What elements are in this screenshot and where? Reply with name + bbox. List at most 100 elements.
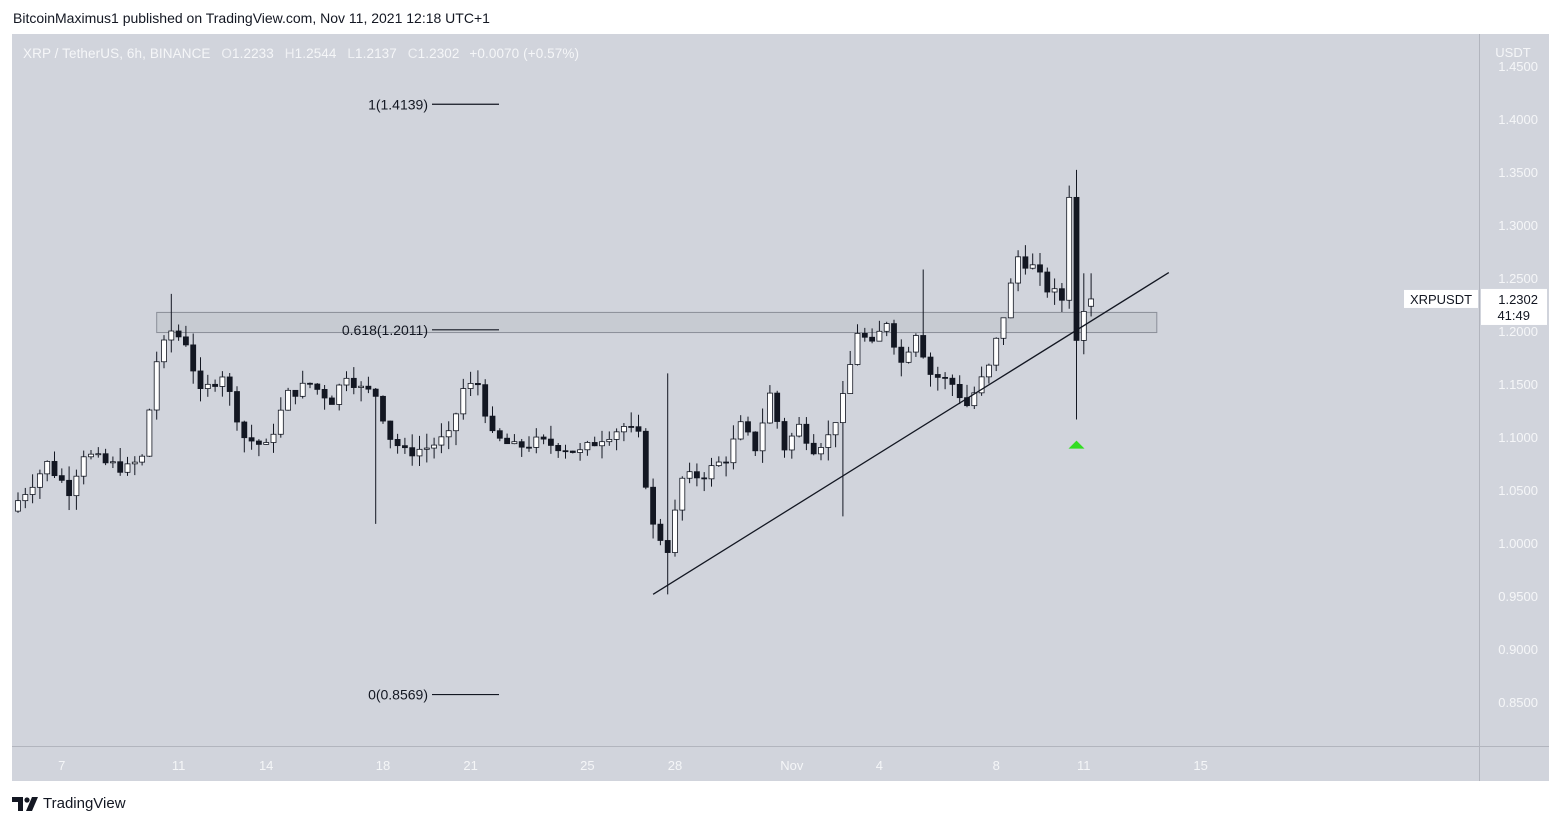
candle — [898, 339, 905, 377]
candle — [694, 463, 700, 487]
candle — [672, 499, 678, 557]
candle-body — [883, 323, 890, 332]
candle — [460, 378, 467, 420]
candle-body — [694, 471, 700, 479]
candle — [66, 466, 72, 511]
candle — [526, 436, 532, 452]
candle-body — [314, 383, 321, 390]
candle — [467, 371, 474, 397]
candle-body — [686, 471, 693, 479]
price-axis-label: 1.1500 — [1498, 377, 1538, 392]
candle — [307, 382, 313, 389]
candle-body — [482, 384, 489, 417]
candle-body — [190, 344, 197, 372]
axis-corner — [1479, 746, 1549, 781]
price-axis-label: 0.8500 — [1498, 695, 1538, 710]
candle — [752, 431, 759, 457]
candle — [29, 474, 36, 504]
publisher-caption: BitcoinMaximus1 published on TradingView… — [13, 10, 490, 26]
candle — [591, 436, 598, 447]
candle — [328, 395, 335, 405]
candle-body — [905, 351, 912, 363]
candle — [723, 456, 729, 477]
candle — [226, 373, 233, 406]
candle — [22, 487, 29, 509]
candle-body — [978, 376, 985, 394]
candle-body — [394, 439, 401, 447]
candle — [175, 324, 182, 341]
candle-body — [95, 453, 102, 456]
open-label: O — [221, 46, 232, 61]
candle — [832, 422, 839, 448]
candle-body — [29, 486, 36, 495]
candle — [956, 375, 963, 405]
ascending-trendline[interactable] — [652, 272, 1170, 595]
candle — [482, 379, 489, 424]
footer-brand: TradingView — [43, 795, 126, 812]
candle — [51, 451, 58, 478]
candle-body — [1037, 264, 1043, 273]
open-value: 1.2233 — [232, 46, 274, 61]
candle — [540, 434, 547, 445]
close-value: 1.2302 — [417, 46, 460, 61]
candle — [110, 456, 116, 469]
candle-body — [416, 448, 423, 457]
candle-body — [438, 436, 445, 446]
time-axis[interactable] — [12, 746, 1479, 781]
candle-body — [672, 509, 678, 553]
last-price-tag-box — [1481, 288, 1547, 325]
candle — [664, 373, 671, 595]
candle-body — [226, 376, 233, 392]
candle — [1022, 245, 1029, 275]
price-axis-label: 1.3500 — [1498, 165, 1538, 180]
price-axis[interactable] — [1479, 34, 1549, 746]
price-axis-label: 1.1000 — [1498, 430, 1538, 445]
candle-body — [358, 385, 365, 388]
price-axis-label: 1.0000 — [1498, 536, 1538, 551]
candle-body — [380, 395, 386, 422]
candle — [825, 420, 832, 461]
candle — [883, 321, 890, 337]
candle-body — [241, 421, 248, 439]
time-axis-label: 11 — [1077, 758, 1091, 773]
candle — [613, 428, 620, 451]
candle-body — [197, 370, 204, 389]
candle-body — [752, 431, 759, 452]
candle-body — [489, 415, 496, 432]
time-axis-label: 11 — [172, 758, 186, 773]
candle-body — [110, 461, 116, 464]
candle-body — [927, 356, 934, 375]
candle-body — [562, 450, 569, 453]
candle-body — [336, 384, 343, 405]
footer[interactable]: TradingView — [12, 795, 126, 812]
candle-body — [803, 423, 810, 444]
candle — [372, 387, 379, 524]
candle-body — [847, 364, 854, 394]
candle — [504, 433, 511, 445]
price-axis-label: 1.0500 — [1498, 483, 1538, 498]
candle — [642, 428, 649, 490]
candle-body — [66, 479, 72, 497]
candle — [1059, 283, 1065, 312]
candle — [1066, 185, 1073, 309]
candle — [927, 352, 934, 387]
candle — [971, 386, 978, 409]
time-axis-label: 8 — [993, 758, 1000, 773]
candle — [336, 383, 343, 411]
candle-body — [613, 431, 620, 440]
candle-body — [124, 463, 131, 473]
candle — [650, 478, 656, 539]
candle-body — [949, 377, 956, 385]
chart-plot-area[interactable] — [12, 34, 1479, 746]
candle — [569, 450, 576, 454]
candle — [745, 416, 751, 436]
candle-body — [161, 339, 167, 363]
candle — [847, 350, 854, 394]
candle-body — [401, 445, 408, 449]
candle-body — [650, 486, 656, 525]
bar-countdown-label: 41:49 — [1497, 308, 1530, 323]
candle — [445, 421, 452, 450]
candle-body — [920, 335, 927, 358]
candle-body — [1051, 288, 1058, 293]
candle-body — [22, 494, 29, 502]
